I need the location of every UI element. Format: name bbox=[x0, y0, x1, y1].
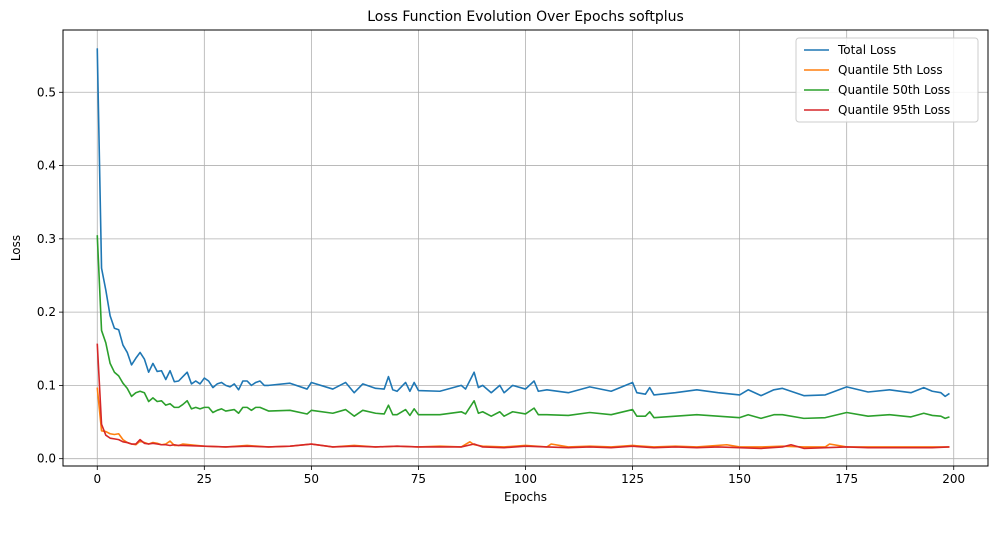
x-tick-label: 100 bbox=[514, 472, 537, 486]
y-tick-label: 0.5 bbox=[37, 85, 56, 99]
grid-lines bbox=[63, 30, 988, 466]
series-line-2 bbox=[96, 235, 950, 420]
y-tick-label: 0.0 bbox=[37, 452, 56, 466]
x-tick-label: 25 bbox=[197, 472, 212, 486]
legend-label-0: Total Loss bbox=[837, 43, 896, 57]
x-tick-label: 175 bbox=[835, 472, 858, 486]
y-tick-label: 0.3 bbox=[37, 232, 56, 246]
legend-label-1: Quantile 5th Loss bbox=[838, 63, 943, 77]
y-tick-label: 0.2 bbox=[37, 305, 56, 319]
x-tick-label: 0 bbox=[93, 472, 101, 486]
x-tick-label: 125 bbox=[621, 472, 644, 486]
series-lines bbox=[96, 48, 950, 450]
legend-label-2: Quantile 50th Loss bbox=[838, 83, 950, 97]
legend: Total Loss Quantile 5th Loss Quantile 50th… bbox=[795, 37, 979, 123]
x-tick-label: 50 bbox=[304, 472, 319, 486]
series-line-3 bbox=[96, 343, 950, 450]
x-tick-label: 200 bbox=[942, 472, 965, 486]
y-axis-label: Loss bbox=[9, 235, 23, 261]
x-axis-ticks: 0 25 50 75 100 125 150 175 200 bbox=[93, 466, 965, 486]
legend-label-3: Quantile 95th Loss bbox=[838, 103, 950, 117]
x-axis-label: Epochs bbox=[504, 490, 547, 504]
legend-box bbox=[795, 37, 979, 123]
y-tick-label: 0.4 bbox=[37, 159, 56, 173]
x-tick-label: 150 bbox=[728, 472, 751, 486]
x-tick-label: 75 bbox=[411, 472, 426, 486]
y-axis-ticks: 0.0 0.1 0.2 0.3 0.4 0.5 bbox=[37, 85, 63, 466]
series-line-0 bbox=[96, 48, 950, 398]
y-tick-label: 0.1 bbox=[37, 378, 56, 392]
chart-title: Loss Function Evolution Over Epochs soft… bbox=[367, 9, 684, 25]
